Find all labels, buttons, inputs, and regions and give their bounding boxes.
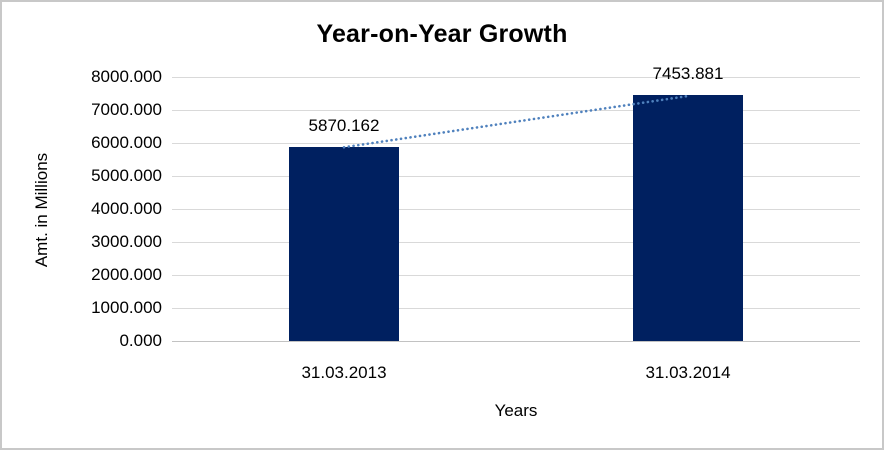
y-axis-tick-label: 0.000	[119, 331, 162, 350]
x-axis-tick-label: 31.03.2014	[645, 363, 731, 382]
gridline	[172, 176, 860, 177]
gridline	[172, 242, 860, 243]
plot-area	[172, 77, 860, 342]
bar-value-label: 7453.881	[652, 64, 724, 84]
gridline	[172, 110, 860, 111]
gridline	[172, 308, 860, 309]
bar-31.03.2014	[633, 95, 743, 341]
bar-31.03.2013	[289, 147, 399, 341]
bar-value-label: 5870.162	[308, 116, 380, 136]
x-axis-tick-label: 31.03.2013	[301, 363, 387, 382]
y-axis-tick-label: 2000.000	[91, 265, 162, 284]
y-axis-tick-label: 3000.000	[91, 232, 162, 251]
y-axis-tick-label: 5000.000	[91, 166, 162, 185]
gridline	[172, 209, 860, 210]
y-axis-tick-label: 6000.000	[91, 133, 162, 152]
y-axis-tick-label: 7000.000	[91, 100, 162, 119]
gridline	[172, 275, 860, 276]
chart-title: Year-on-Year Growth	[316, 20, 568, 48]
y-axis-tick-label: 1000.000	[91, 298, 162, 317]
gridline	[172, 77, 860, 78]
x-axis-line	[172, 341, 860, 342]
x-axis-title: Years	[494, 401, 538, 420]
y-axis-tick-label: 4000.000	[91, 199, 162, 218]
gridline	[172, 143, 860, 144]
y-axis-tick-label: 8000.000	[91, 67, 162, 86]
